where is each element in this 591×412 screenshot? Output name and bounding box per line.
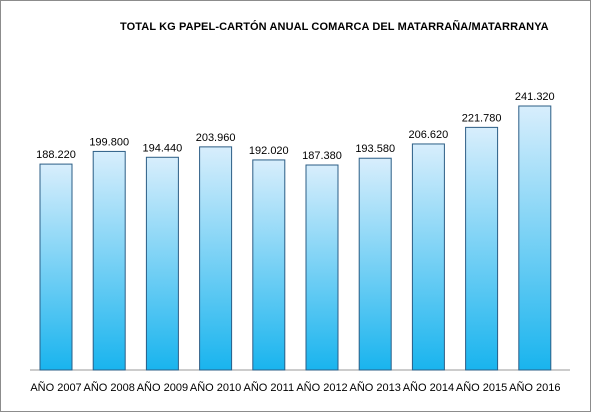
- data-label: 203.960: [196, 132, 236, 144]
- data-label: 188.220: [36, 149, 76, 161]
- bar-a-o-2008: [92, 150, 126, 371]
- x-tick-label: AÑO 2010: [190, 381, 241, 394]
- x-tick-label: AÑO 2015: [456, 381, 507, 394]
- data-label: 206.620: [409, 129, 449, 141]
- data-label: 221.780: [462, 112, 502, 124]
- data-label: 193.580: [355, 143, 395, 155]
- bar-a-o-2009: [145, 156, 179, 371]
- data-label: 192.020: [249, 145, 289, 157]
- data-label: 241.320: [515, 91, 555, 103]
- x-tick-label: AÑO 2016: [509, 381, 560, 394]
- x-tick-label: AÑO 2007: [30, 381, 81, 394]
- x-tick-label: AÑO 2014: [403, 381, 454, 394]
- data-label: 194.440: [143, 142, 183, 154]
- chart-title: TOTAL KG PAPEL-CARTÓN ANUAL COMARCA DEL …: [120, 21, 549, 33]
- x-tick-label: AÑO 2008: [84, 381, 135, 394]
- data-label: 187.380: [302, 150, 342, 162]
- bar-a-o-2014: [411, 143, 445, 371]
- bar-a-o-2007: [39, 163, 73, 371]
- x-tick-label: AÑO 2011: [244, 381, 295, 394]
- x-tick-label: AÑO 2012: [296, 381, 347, 394]
- data-label: 199.800: [89, 136, 129, 148]
- bar-a-o-2012: [305, 164, 339, 371]
- x-tick-label: AÑO 2013: [350, 381, 401, 394]
- bar-a-o-2013: [358, 157, 392, 371]
- bar-a-o-2011: [252, 159, 286, 371]
- x-tick-label: AÑO 2009: [137, 381, 188, 394]
- bar-a-o-2016: [518, 105, 552, 371]
- bar-a-o-2015: [465, 126, 499, 371]
- bar-a-o-2010: [199, 146, 233, 371]
